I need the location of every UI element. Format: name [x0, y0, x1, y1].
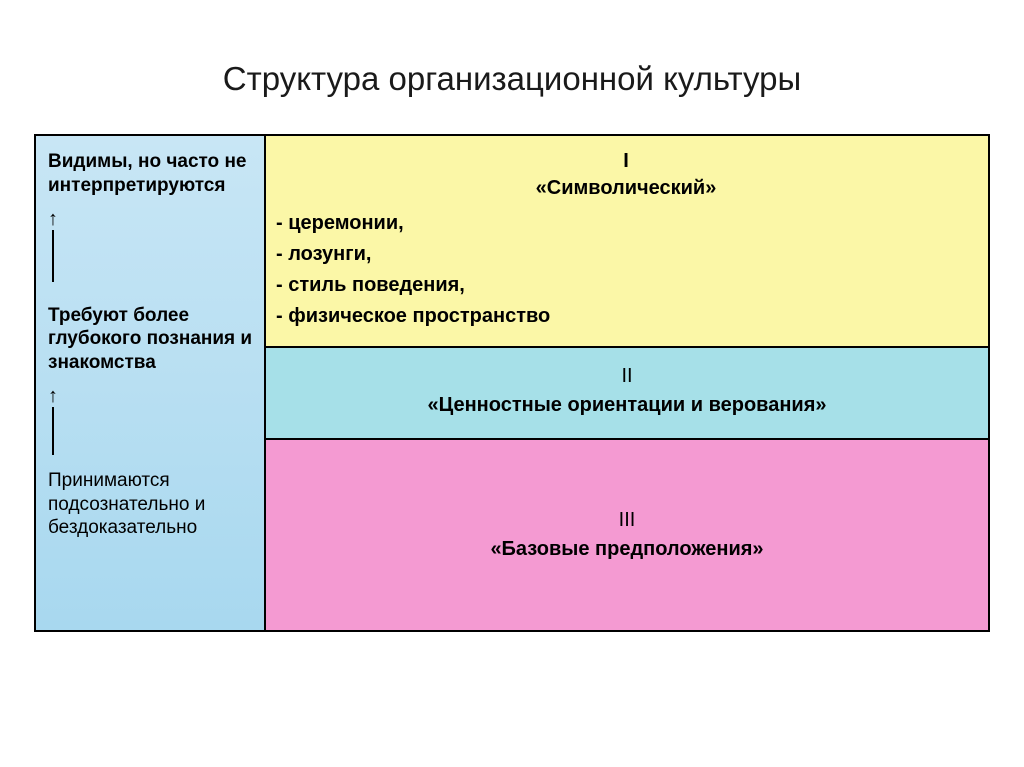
level-symbolic: I «Символический» - церемонии, - лозунги…: [266, 136, 988, 348]
level-basic-assumptions: III «Базовые предположения»: [266, 440, 988, 630]
level-values: II «Ценностные ориентации и верования»: [266, 348, 988, 440]
left-column: Видимы, но часто не интерпретируются ↑ Т…: [36, 136, 266, 630]
level3-name: «Базовые предположения»: [490, 535, 763, 564]
level2-name: «Ценностные ориентации и верования»: [276, 391, 978, 420]
level1-items: - церемонии, - лозунги, - стиль поведени…: [276, 208, 976, 332]
arrow-line-icon: [52, 407, 254, 455]
level2-number: II: [276, 362, 978, 391]
level1-item: - физическое пространство: [276, 301, 976, 332]
right-column: I «Символический» - церемонии, - лозунги…: [266, 136, 988, 630]
slide: Структура организационной культуры Видим…: [0, 0, 1024, 767]
level1-number: I: [623, 150, 629, 172]
left-note-visible: Видимы, но часто не интерпретируются: [48, 150, 254, 198]
structure-diagram: Видимы, но часто не интерпретируются ↑ Т…: [34, 134, 990, 632]
level1-header: I «Символический»: [276, 148, 976, 202]
arrow-up-icon: ↑: [48, 210, 254, 228]
level1-item: - стиль поведения,: [276, 270, 976, 301]
level3-number: III: [490, 506, 763, 535]
arrow-up-icon: ↑: [48, 387, 254, 405]
level1-item: - лозунги,: [276, 239, 976, 270]
arrow-line-icon: [52, 230, 254, 282]
left-note-deeper: Требуют более глубокого познания и знако…: [48, 304, 254, 375]
left-note-subconscious: Принимаются подсознательно и бездоказате…: [48, 469, 254, 540]
level1-item: - церемонии,: [276, 208, 976, 239]
slide-title: Структура организационной культуры: [30, 60, 994, 98]
level1-name: «Символический»: [536, 177, 717, 199]
